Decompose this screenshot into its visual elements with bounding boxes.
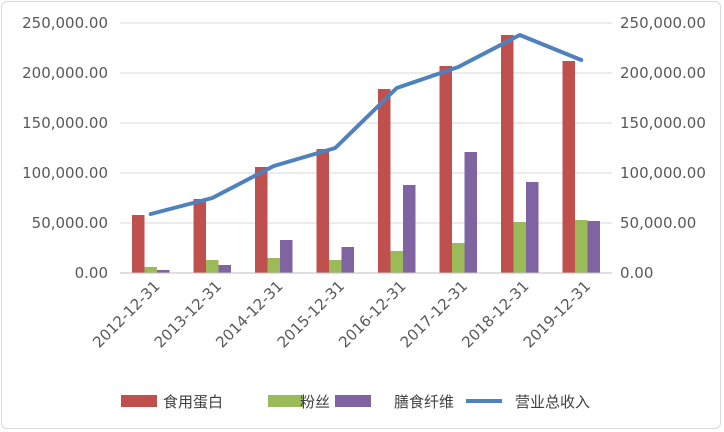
bar-粉丝-2013-12-31 (206, 260, 219, 273)
legend-swatch-膳食纤维 (335, 395, 371, 407)
bar-膳食纤维-2019-12-31 (587, 221, 600, 273)
legend: 食用蛋白 粉丝 膳食纤维 营业总收入 (121, 393, 590, 411)
bar-食用蛋白-2016-12-31 (378, 89, 391, 273)
bar-食用蛋白-2019-12-31 (562, 61, 575, 273)
y-right-tick-label: 100,000.00 (620, 164, 706, 182)
bar-粉丝-2015-12-31 (329, 260, 342, 273)
bar-粉丝-2012-12-31 (144, 267, 157, 273)
bar-食用蛋白-2012-12-31 (132, 215, 145, 273)
x-axis: 2012-12-312013-12-312014-12-312015-12-31… (89, 272, 612, 351)
bar-膳食纤维-2013-12-31 (218, 265, 231, 273)
legend-swatch-食用蛋白 (121, 395, 157, 407)
bar-粉丝-2017-12-31 (452, 243, 465, 273)
bar-膳食纤维-2012-12-31 (157, 270, 170, 273)
y-left-tick-label: 0.00 (75, 264, 108, 282)
legend-label: 粉丝 (300, 393, 330, 411)
bar-粉丝-2019-12-31 (575, 220, 588, 273)
bar-食用蛋白-2018-12-31 (501, 35, 514, 273)
bar-食用蛋白-2014-12-31 (255, 167, 268, 273)
line-series (148, 33, 584, 216)
y-left-tick-label: 250,000.00 (22, 14, 108, 32)
legend-swatch-粉丝 (268, 395, 304, 407)
legend-label: 食用蛋白 (163, 393, 223, 411)
y-right-tick-label: 200,000.00 (620, 64, 706, 82)
y-right-tick-label: 150,000.00 (620, 114, 706, 132)
y-left-tick-label: 200,000.00 (22, 64, 108, 82)
bar-粉丝-2016-12-31 (390, 251, 403, 273)
bar-食用蛋白-2017-12-31 (439, 66, 452, 273)
y-axis-left: 0.00 50,000.00 100,000.00 150,000.00 200,000… (22, 14, 108, 282)
bar-series (132, 35, 600, 273)
bar-粉丝-2018-12-31 (513, 222, 526, 273)
y-right-tick-label: 50,000.00 (620, 214, 696, 232)
legend-label: 膳食纤维 (394, 393, 454, 411)
bar-膳食纤维-2014-12-31 (280, 240, 293, 273)
y-right-tick-label: 0.00 (620, 264, 653, 282)
y-left-tick-label: 150,000.00 (22, 114, 108, 132)
line-营业总收入 (148, 33, 584, 216)
bar-膳食纤维-2016-12-31 (403, 185, 416, 273)
y-axis-right: 0.00 50,000.00 100,000.00 150,000.00 200,000… (620, 14, 706, 282)
bar-膳食纤维-2017-12-31 (464, 152, 477, 273)
bar-膳食纤维-2018-12-31 (526, 182, 539, 273)
y-left-tick-label: 100,000.00 (22, 164, 108, 182)
y-right-tick-label: 250,000.00 (620, 14, 706, 32)
bar-食用蛋白-2013-12-31 (193, 199, 206, 273)
legend-label: 营业总收入 (515, 393, 590, 411)
y-left-tick-label: 50,000.00 (32, 214, 108, 232)
bar-食用蛋白-2015-12-31 (316, 149, 329, 273)
bar-粉丝-2014-12-31 (267, 258, 280, 273)
bar-膳食纤维-2015-12-31 (341, 247, 354, 273)
